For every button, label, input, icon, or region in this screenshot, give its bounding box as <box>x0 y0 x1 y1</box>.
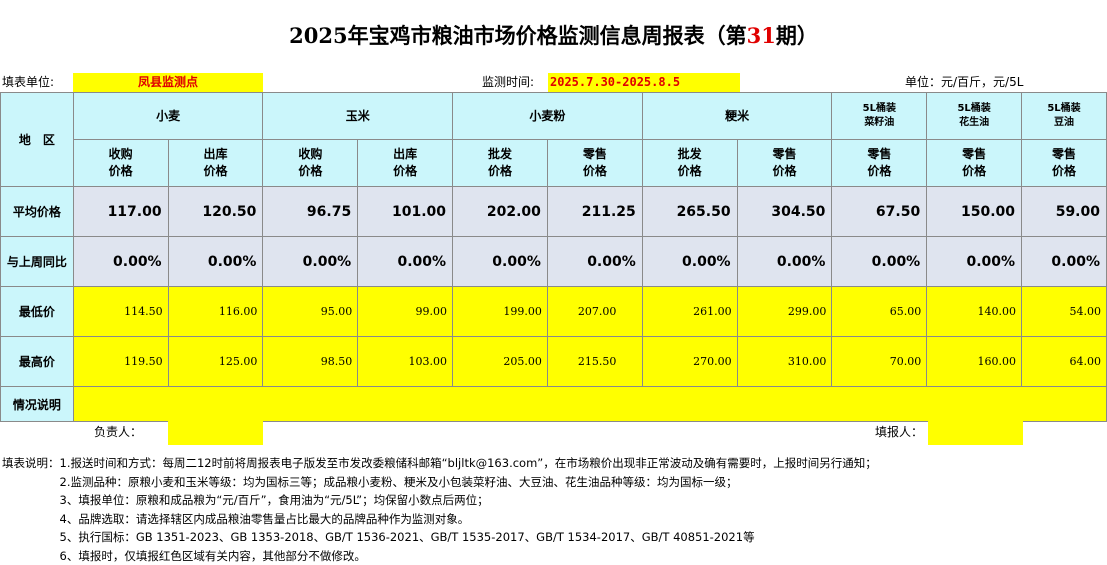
input-cell[interactable]: 310.00 <box>737 337 832 387</box>
group-header-peanut-oil: 5L桶装 花生油 <box>927 93 1022 140</box>
input-cell[interactable]: 140.00 <box>927 287 1022 337</box>
input-cell[interactable]: 116.00 <box>168 287 263 337</box>
time-value-field[interactable]: 2025.7.30-2025.8.5 <box>548 73 740 92</box>
input-cell[interactable]: 114.50 <box>73 287 168 337</box>
sub-header: 出库 价格 <box>168 140 263 187</box>
percent-cell: 0.00% <box>358 237 453 287</box>
group-header-soybean-oil: 5L桶装 豆油 <box>1022 93 1107 140</box>
percent-cell: 0.00% <box>737 237 832 287</box>
note-line: 2.监测品种：原粮小麦和玉米等级：均为国标三等；成品粮小麦粉、粳米及小包装菜籽油… <box>2 473 877 492</box>
note-line: 5、执行国标：GB 1351-2023、GB 1353-2018、GB/T 15… <box>2 528 877 547</box>
price-unit: 单位：元/百斤，元/5L <box>905 73 1023 92</box>
input-cell[interactable]: 64.00 <box>1022 337 1107 387</box>
row-label: 与上周同比 <box>1 237 74 287</box>
percent-cell: 0.00% <box>73 237 168 287</box>
percent-cell: 0.00% <box>832 237 927 287</box>
row-label: 平均价格 <box>1 187 74 237</box>
sub-header: 零售 价格 <box>1022 140 1107 187</box>
price-cell: 117.00 <box>73 187 168 237</box>
sub-header: 批发 价格 <box>642 140 737 187</box>
unit-value-field[interactable]: 凤县监测点 <box>73 73 263 92</box>
sub-header-row: 收购 价格 出库 价格 收购 价格 出库 价格 批发 价格 零售 价格 批发 价… <box>1 140 1107 187</box>
input-cell[interactable]: 54.00 <box>1022 287 1107 337</box>
note-line: 4、品牌选取：请选择辖区内成品粮油零售量占比最大的品牌品种作为监测对象。 <box>2 510 877 529</box>
sub-header: 批发 价格 <box>453 140 548 187</box>
sub-header: 出库 价格 <box>358 140 453 187</box>
input-cell[interactable]: 261.00 <box>642 287 737 337</box>
region-header: 地 区 <box>1 93 74 187</box>
instructions: 填表说明：1.报送时间和方式：每周二12时前将周报表电子版发至市发改委粮储科邮箱… <box>2 454 877 565</box>
max-price-row: 最高价 119.50 125.00 98.50 103.00 205.00 21… <box>1 337 1107 387</box>
time-label: 监测时间: <box>482 73 534 92</box>
input-cell[interactable]: 103.00 <box>358 337 453 387</box>
unit-label: 填表单位: <box>2 73 54 92</box>
input-cell[interactable]: 95.00 <box>263 287 358 337</box>
input-cell[interactable]: 99.00 <box>358 287 453 337</box>
input-cell[interactable]: 125.00 <box>168 337 263 387</box>
percent-cell: 0.00% <box>1022 237 1107 287</box>
input-cell[interactable]: 207.00 <box>547 287 642 337</box>
sub-header: 收购 价格 <box>73 140 168 187</box>
price-table: 地 区 小麦 玉米 小麦粉 粳米 5L桶装 菜籽油 5L桶装 花生油 5L桶装 … <box>0 92 1107 422</box>
percent-cell: 0.00% <box>453 237 548 287</box>
remarks-row: 情况说明 <box>1 387 1107 422</box>
title-issue-number: 31 <box>747 23 776 48</box>
title-suffix: 期） <box>776 23 818 48</box>
report-title: 2025年宝鸡市粮油市场价格监测信息周报表（第31期） <box>0 20 1107 50</box>
input-cell[interactable]: 199.00 <box>453 287 548 337</box>
sub-header: 收购 价格 <box>263 140 358 187</box>
note-line: 6、填报时，仅填报红色区域有关内容，其他部分不做修改。 <box>2 547 877 565</box>
price-cell: 101.00 <box>358 187 453 237</box>
min-price-row: 最低价 114.50 116.00 95.00 99.00 199.00 207… <box>1 287 1107 337</box>
row-label: 最低价 <box>1 287 74 337</box>
responsible-label: 负责人： <box>94 420 142 445</box>
price-cell: 67.50 <box>832 187 927 237</box>
price-cell: 59.00 <box>1022 187 1107 237</box>
sub-header: 零售 价格 <box>737 140 832 187</box>
price-cell: 150.00 <box>927 187 1022 237</box>
price-cell: 120.50 <box>168 187 263 237</box>
filler-input[interactable] <box>928 420 1023 445</box>
group-header-corn: 玉米 <box>263 93 453 140</box>
sub-header: 零售 价格 <box>547 140 642 187</box>
remarks-label: 情况说明 <box>1 387 74 422</box>
average-price-row: 平均价格 117.00 120.50 96.75 101.00 202.00 2… <box>1 187 1107 237</box>
group-header-flour: 小麦粉 <box>453 93 643 140</box>
filler-label: 填报人： <box>875 420 923 445</box>
input-cell[interactable]: 119.50 <box>73 337 168 387</box>
percent-cell: 0.00% <box>168 237 263 287</box>
remarks-input[interactable] <box>73 387 1106 422</box>
percent-cell: 0.00% <box>263 237 358 287</box>
note-line: 填表说明：1.报送时间和方式：每周二12时前将周报表电子版发至市发改委粮储科邮箱… <box>2 454 877 473</box>
note-line: 3、填报单位：原粮和成品粮为“元/百斤”，食用油为“元/5L”；均保留小数点后两… <box>2 491 877 510</box>
group-header-rice: 粳米 <box>642 93 832 140</box>
price-cell: 202.00 <box>453 187 548 237</box>
price-cell: 211.25 <box>547 187 642 237</box>
input-cell[interactable]: 205.00 <box>453 337 548 387</box>
input-cell[interactable]: 70.00 <box>832 337 927 387</box>
sub-header: 零售 价格 <box>832 140 927 187</box>
row-label: 最高价 <box>1 337 74 387</box>
input-cell[interactable]: 299.00 <box>737 287 832 337</box>
input-cell[interactable]: 65.00 <box>832 287 927 337</box>
group-header-wheat: 小麦 <box>73 93 263 140</box>
responsible-input[interactable] <box>168 420 263 445</box>
input-cell[interactable]: 160.00 <box>927 337 1022 387</box>
group-header-rapeseed-oil: 5L桶装 菜籽油 <box>832 93 927 140</box>
week-over-week-row: 与上周同比 0.00% 0.00% 0.00% 0.00% 0.00% 0.00… <box>1 237 1107 287</box>
title-prefix: 2025年宝鸡市粮油市场价格监测信息周报表（第 <box>289 23 746 48</box>
price-cell: 96.75 <box>263 187 358 237</box>
input-cell[interactable]: 98.50 <box>263 337 358 387</box>
percent-cell: 0.00% <box>642 237 737 287</box>
percent-cell: 0.00% <box>927 237 1022 287</box>
input-cell[interactable]: 215.50 <box>547 337 642 387</box>
input-cell[interactable]: 270.00 <box>642 337 737 387</box>
price-cell: 304.50 <box>737 187 832 237</box>
price-cell: 265.50 <box>642 187 737 237</box>
sub-header: 零售 价格 <box>927 140 1022 187</box>
percent-cell: 0.00% <box>547 237 642 287</box>
